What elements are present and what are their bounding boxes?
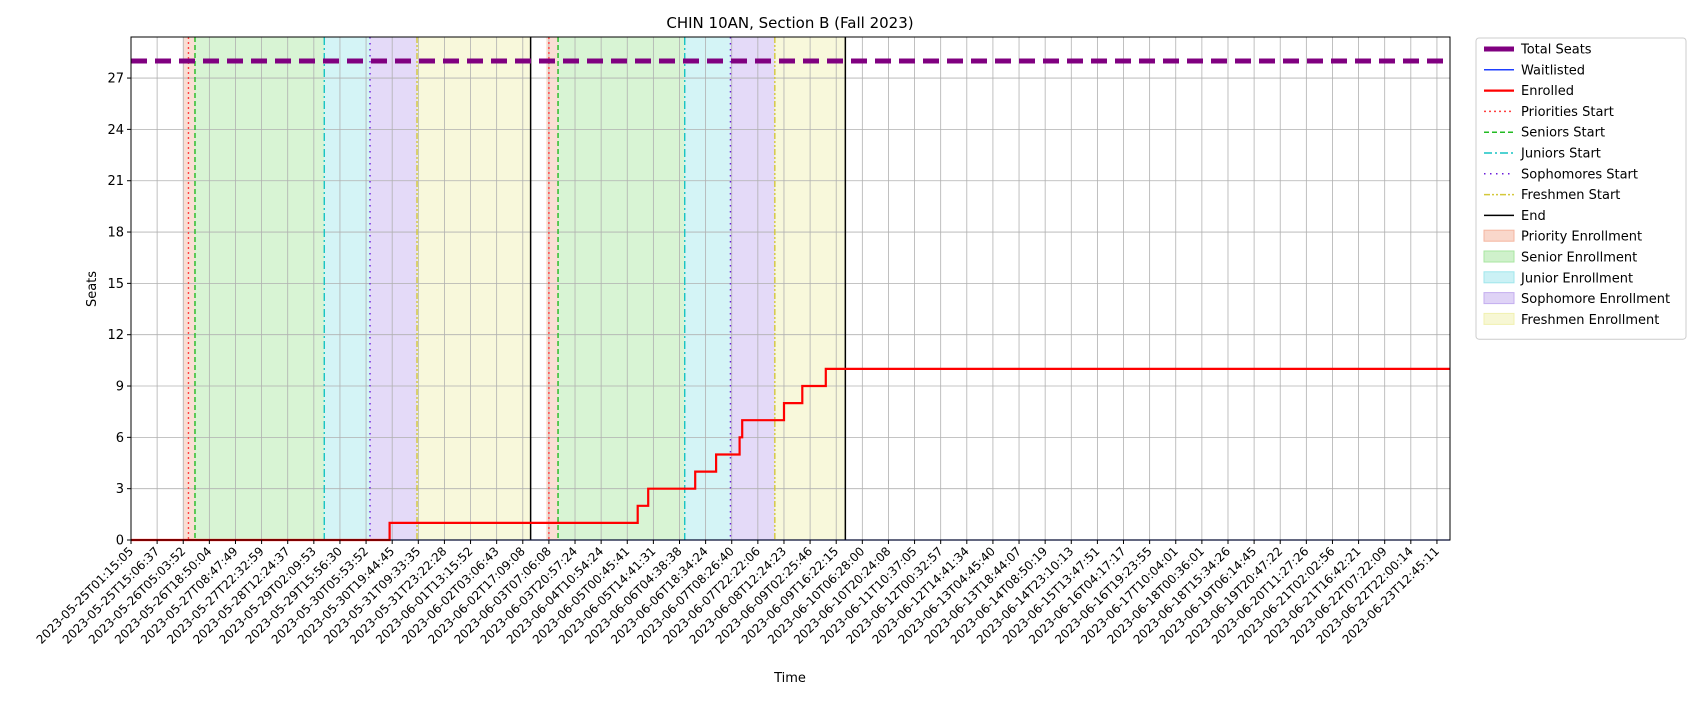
plot-frame	[130, 36, 1451, 541]
legend-item: Juniors Start	[1484, 147, 1601, 162]
legend-item: End	[1484, 209, 1546, 224]
legend-item: Seniors Start	[1484, 126, 1605, 141]
legend-item: Freshmen Start	[1484, 188, 1620, 203]
y-tick-label: 9	[116, 380, 124, 395]
legend-item: Junior Enrollment	[1483, 271, 1633, 286]
y-tick-label: 21	[107, 174, 124, 189]
y-tick-label: 0	[116, 534, 124, 549]
y-axis-ticks: 0 3 6 9 12 15 18 21 24 27	[107, 72, 131, 549]
legend-item: Total Seats	[1484, 43, 1592, 58]
legend-label: Total Seats	[1520, 43, 1592, 58]
legend-item: Freshmen Enrollment	[1483, 312, 1659, 328]
legend-label: End	[1521, 209, 1546, 224]
legend-swatch	[1483, 292, 1515, 305]
legend-label: Freshmen Enrollment	[1521, 313, 1659, 328]
y-tick-label: 12	[107, 328, 124, 343]
legend-item: Priority Enrollment	[1483, 229, 1642, 245]
legend-item: Sophomores Start	[1484, 167, 1638, 182]
legend-label: Sophomore Enrollment	[1521, 292, 1670, 307]
legend-label: Juniors Start	[1520, 147, 1601, 162]
y-tick-label: 3	[116, 482, 124, 497]
span-sophomore-enrollment	[730, 37, 775, 540]
y-tick-label: 6	[116, 431, 124, 446]
span-junior-enrollment	[324, 37, 370, 540]
enrollment-spans	[183, 37, 846, 540]
legend-box	[1475, 37, 1687, 340]
x-axis-ticks: 2023-05-25T01:15:052023-05-25T15:06:3720…	[34, 540, 1442, 647]
y-axis-label: Seats	[85, 271, 100, 307]
legend-label: Freshmen Start	[1521, 188, 1620, 203]
chart-title: CHIN 10AN, Section B (Fall 2023)	[666, 14, 913, 32]
span-junior-enrollment	[684, 37, 731, 540]
grid-lines	[130, 37, 1450, 541]
legend-item: Senior Enrollment	[1483, 250, 1637, 266]
legend-label: Senior Enrollment	[1521, 251, 1637, 266]
legend: Total Seats Waitlisted Enrolled Priorities …	[1475, 37, 1687, 340]
legend-label: Waitlisted	[1521, 63, 1585, 78]
legend-label: Priority Enrollment	[1521, 230, 1642, 245]
legend-label: Priorities Start	[1521, 105, 1614, 120]
legend-label: Enrolled	[1521, 84, 1574, 99]
y-tick-label: 18	[107, 226, 124, 241]
legend-swatch	[1483, 229, 1515, 242]
y-tick-label: 24	[107, 123, 124, 138]
legend-label: Sophomores Start	[1521, 167, 1638, 182]
legend-item: Sophomore Enrollment	[1483, 292, 1670, 307]
span-senior-enrollment	[558, 37, 685, 540]
y-tick-label: 15	[107, 277, 124, 292]
legend-label: Seniors Start	[1521, 126, 1605, 141]
series-enrolled	[131, 367, 1450, 542]
period-markers	[187, 37, 847, 540]
span-freshmen-enrollment	[417, 37, 531, 540]
legend-label: Junior Enrollment	[1520, 271, 1633, 286]
legend-item: Priorities Start	[1484, 105, 1614, 120]
legend-swatch	[1483, 271, 1515, 284]
span-sophomore-enrollment	[369, 37, 418, 540]
y-tick-label: 27	[107, 72, 124, 87]
span-priority-enrollment	[546, 37, 559, 540]
legend-item: Waitlisted	[1484, 63, 1585, 78]
legend-swatch	[1483, 312, 1515, 325]
x-axis-label: Time	[773, 671, 806, 686]
legend-item: Enrolled	[1484, 84, 1574, 99]
legend-swatch	[1483, 250, 1515, 263]
span-senior-enrollment	[194, 37, 325, 540]
